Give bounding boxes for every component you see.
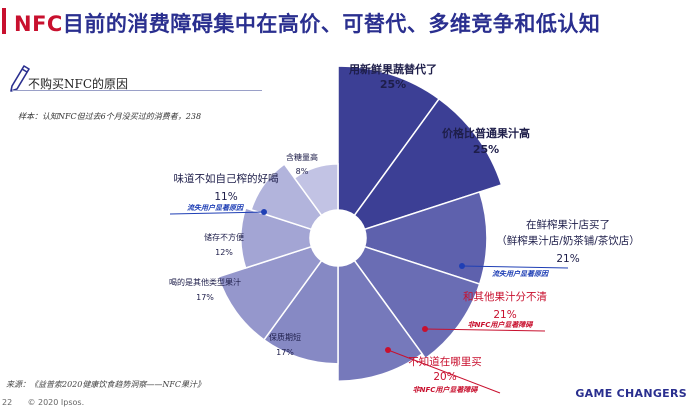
slice-label-text: 含糖量高 [286,152,318,162]
slice-1 [337,65,441,217]
slice-5 [337,259,424,382]
note-dot [459,263,465,269]
center-label: 原因 [329,240,347,251]
slice-label-1: 用新鲜果蔬替代了 25% [349,62,437,91]
slice-4 [353,245,481,360]
note-label: 流失用户显著原因 [492,269,550,278]
slice-label-text: 储存不方便 [204,232,244,242]
note-label: 非NFC用户显著障碍 [468,320,534,329]
note-dot [422,326,428,332]
slice-value-label: 17% [276,348,294,357]
note-dot [261,209,267,215]
note-label: 非NFC用户显著障碍 [413,385,479,394]
title-accent-bar [2,8,6,34]
slice-8 [240,207,313,269]
slice-label-text: 在鲜榨果汁店买了 [526,218,610,231]
slice-value-label: 11% [214,191,237,203]
center-hole [312,212,364,264]
footer: 22 © 2020 Ipsos. [2,398,84,407]
slice-label-text: 喝的是其他类型果汁 [169,277,241,287]
slice-label-text: 保质期短 [269,332,301,342]
note-label: 流失用户显著原因 [187,203,245,212]
slice-label-10: 含糖量高 8% [286,152,318,176]
slice-value-label: 8% [296,167,309,176]
note-leader-line [169,211,265,215]
slice-label-text: 用新鲜果蔬替代了 [349,62,437,76]
slice-3 [363,191,488,285]
slice-value-label: 17% [196,293,214,302]
slice-value-label: 25% [473,143,499,156]
sample-note: 样本：认知NFC但过去6个月没买过的消费者，238 [18,112,202,121]
slice-label-text: 味道不如自己榨的好喝 [174,172,279,185]
slice-value-label: 25% [380,78,406,91]
slice-label-7: 喝的是其他类型果汁 17% [169,277,241,302]
note-dot [385,347,391,353]
slice-value-label: 21% [493,309,516,321]
slice-10 [293,163,339,217]
slice-label-3: 在鲜榨果汁店买了 （鲜榨果汁店/奶茶铺/茶饮店） 21% [496,218,640,265]
pencil-icon [10,65,30,92]
slice-label-8: 储存不方便 12% [204,232,244,257]
copyright: © 2020 Ipsos. [27,398,85,407]
slice-7 [217,245,323,341]
title-rest: 目前的消费障碍集中在高价、可替代、多维竞争和低认知 [62,12,601,36]
slice-6 [262,259,339,365]
slice-value-label: 12% [215,248,233,257]
title-prefix: NFC [14,12,63,36]
note-leader-line [461,265,569,269]
note-leader-line [424,328,546,332]
slice-label-9: 味道不如自己榨的好喝 11% [174,172,279,203]
slice-label-text: （鲜榨果汁店/奶茶铺/茶饮店） [496,234,640,247]
slice-label-2: 价格比普通果汁高 25% [442,126,530,156]
section-title: 不购买NFC的原因 [28,77,129,91]
note-leader-line [387,349,501,394]
page-number: 22 [2,398,13,407]
source-note: 来源：《益普索2020健康饮食趋势洞察——NFC果汁》 [6,380,206,389]
slice-label-4: 和其他果汁分不清 21% [463,290,547,321]
section-underline [12,90,262,91]
slice-9 [250,163,323,231]
slice-label-text: 价格比普通果汁高 [442,126,530,140]
brand-logo-text: GAME CHANGERS [575,387,687,400]
center-label: 不购买 [324,226,351,238]
slice-label-6: 保质期短 17% [269,332,301,357]
slice-label-text: 和其他果汁分不清 [463,290,547,303]
title-bar: NFC目前的消费障碍集中在高价、可替代、多维竞争和低认知 [0,2,697,42]
slice-value-label: 21% [556,253,579,265]
slice-value-label: 20% [433,371,456,383]
page-title: NFC目前的消费障碍集中在高价、可替代、多维竞争和低认知 [14,8,600,38]
